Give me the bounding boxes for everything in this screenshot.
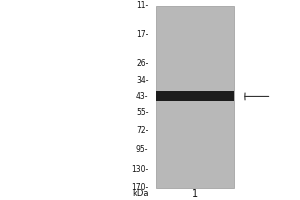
Bar xyxy=(156,91,234,101)
Bar xyxy=(156,6,234,188)
Text: 72-: 72- xyxy=(136,126,148,135)
Text: 95-: 95- xyxy=(136,145,148,154)
Text: 26-: 26- xyxy=(136,59,148,68)
Text: 55-: 55- xyxy=(136,108,148,117)
Text: 1: 1 xyxy=(192,189,198,199)
Text: 17-: 17- xyxy=(136,30,148,39)
Text: 34-: 34- xyxy=(136,76,148,85)
Text: 43-: 43- xyxy=(136,92,148,101)
Text: 170-: 170- xyxy=(131,183,148,192)
Text: 11-: 11- xyxy=(136,1,148,10)
Text: kDa: kDa xyxy=(132,189,148,198)
Text: 130-: 130- xyxy=(131,165,148,174)
